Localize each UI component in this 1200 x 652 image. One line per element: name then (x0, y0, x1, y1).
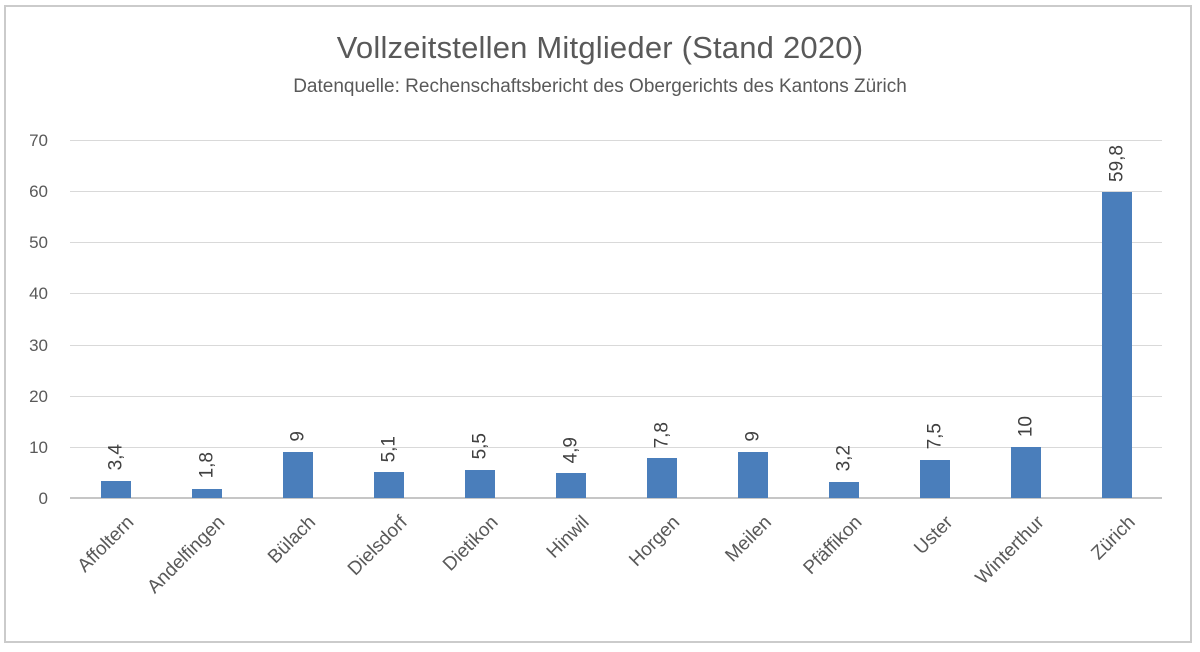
chart-subtitle: Datenquelle: Rechenschaftsbericht des Ob… (293, 76, 907, 97)
bar (1010, 446, 1041, 498)
bar-value-label: 7,8 (651, 421, 672, 449)
bar (646, 458, 677, 498)
bar-value-label: 3,4 (105, 444, 126, 471)
gridline (70, 446, 1162, 448)
bar-value-label: 9 (287, 431, 308, 442)
y-tick-label: 30 (29, 335, 48, 355)
y-tick-label: 70 (29, 131, 48, 150)
bar-value-label: 5,1 (378, 435, 399, 462)
bar (191, 488, 222, 498)
bar-value-label: 5,5 (469, 433, 490, 460)
gridline (70, 191, 1162, 193)
x-axis-line (70, 497, 1162, 499)
bar (828, 481, 859, 498)
y-tick-label: 0 (38, 489, 48, 508)
chart-border (4, 5, 1192, 643)
bar (919, 459, 950, 498)
gridline (70, 242, 1162, 244)
bar-value-label: 10 (1015, 415, 1036, 437)
gridline (70, 140, 1162, 141)
bar-value-label: 9 (742, 431, 763, 442)
bar (282, 451, 313, 498)
y-tick-label: 10 (29, 437, 48, 457)
bar (737, 451, 768, 498)
y-tick-label: 50 (29, 233, 48, 253)
bar (1101, 192, 1132, 498)
bar-value-label: 3,2 (833, 445, 854, 472)
gridline (70, 293, 1162, 295)
y-tick-label: 20 (29, 386, 48, 406)
gridline (70, 344, 1162, 346)
bar (464, 469, 495, 498)
bar-value-label: 1,8 (196, 452, 217, 479)
y-tick-label: 40 (29, 284, 48, 304)
bar (555, 472, 586, 498)
bar (373, 471, 404, 498)
bar-value-label: 59,8 (1106, 145, 1127, 183)
bar-value-label: 4,9 (560, 436, 581, 463)
bar-value-label: 7,5 (924, 423, 945, 450)
chart-title: Vollzeitstellen Mitglieder (Stand 2020) (336, 30, 864, 65)
bar (100, 480, 131, 498)
gridline (70, 395, 1162, 397)
y-tick-label: 60 (29, 182, 48, 202)
